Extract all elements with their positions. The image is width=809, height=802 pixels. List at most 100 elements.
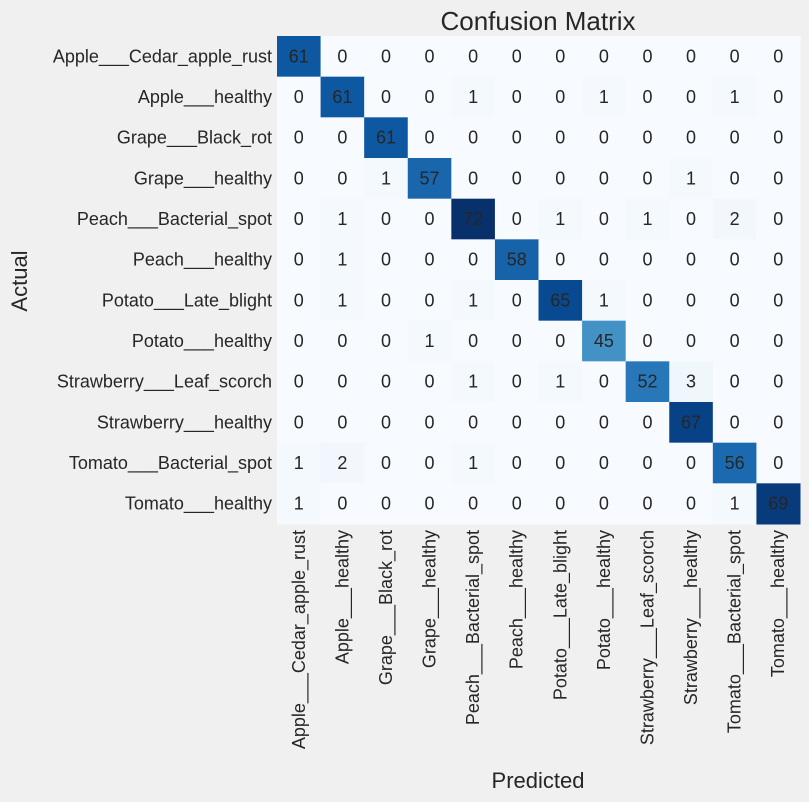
- y-tick-label: Apple___Cedar_apple_rust: [53, 46, 272, 67]
- heatmap-cell: [451, 280, 496, 322]
- heatmap-cell: [582, 320, 627, 362]
- heatmap-cell: [712, 402, 757, 444]
- heatmap-cell: [538, 198, 583, 240]
- x-tick-label: Peach___Bacterial_spot: [463, 530, 484, 725]
- heatmap-cell-value: 1: [555, 372, 565, 392]
- heatmap-cell-value: 0: [555, 46, 565, 66]
- heatmap-cell: [712, 442, 757, 484]
- heatmap-cell-value: 0: [337, 46, 347, 66]
- y-tick-label: Tomato___healthy: [125, 494, 272, 515]
- heatmap-cell-value: 0: [686, 209, 696, 229]
- heatmap-cell: [451, 442, 496, 484]
- heatmap-cell: [451, 36, 496, 78]
- heatmap-cell-value: 0: [381, 290, 391, 310]
- y-tick-label: Grape___healthy: [134, 168, 272, 189]
- heatmap-cell: [756, 483, 801, 525]
- heatmap-cell-value: 0: [642, 331, 652, 351]
- heatmap-cell-value: 0: [294, 412, 304, 432]
- heatmap-cell: [407, 442, 452, 484]
- heatmap-cell-value: 1: [599, 290, 609, 310]
- heatmap-cell: [494, 239, 539, 281]
- heatmap-cell-value: 61: [332, 87, 352, 107]
- heatmap-cell-value: 0: [294, 168, 304, 188]
- heatmap-cell-value: 57: [420, 168, 440, 188]
- heatmap-cell: [364, 76, 409, 118]
- heatmap-cell-value: 0: [686, 250, 696, 270]
- heatmap-cell-value: 0: [468, 331, 478, 351]
- x-tick-label: Apple___healthy: [332, 530, 353, 664]
- heatmap-cell: [277, 239, 322, 281]
- heatmap-cell: [320, 76, 365, 118]
- heatmap-cell: [756, 198, 801, 240]
- heatmap-cell: [582, 36, 627, 78]
- heatmap-cell: [538, 361, 583, 403]
- heatmap-cell-value: 0: [773, 290, 783, 310]
- heatmap-cell-value: 1: [294, 494, 304, 514]
- y-tick-label: Potato___healthy: [132, 331, 272, 352]
- heatmap-cell-value: 0: [512, 87, 522, 107]
- heatmap-cell-value: 0: [381, 250, 391, 270]
- heatmap-cell: [582, 198, 627, 240]
- heatmap-cell: [364, 361, 409, 403]
- heatmap-cell: [277, 76, 322, 118]
- heatmap-cell-value: 1: [599, 87, 609, 107]
- heatmap-cell: [669, 158, 714, 200]
- y-tick-label: Strawberry___healthy: [97, 412, 272, 433]
- heatmap-cell: [712, 239, 757, 281]
- heatmap-cell-value: 1: [468, 290, 478, 310]
- heatmap-cell-value: 0: [773, 46, 783, 66]
- heatmap-cell-value: 0: [642, 453, 652, 473]
- heatmap-cell: [756, 442, 801, 484]
- heatmap-cell-value: 72: [463, 209, 483, 229]
- y-tick-label: Apple___healthy: [138, 87, 272, 108]
- heatmap-cell-value: 0: [686, 87, 696, 107]
- y-tick-label: Strawberry___Leaf_scorch: [57, 372, 272, 393]
- heatmap-cell: [712, 361, 757, 403]
- x-tick-label: Tomato___Bacterial_spot: [725, 530, 746, 733]
- heatmap-cell-value: 0: [730, 372, 740, 392]
- heatmap-cell: [451, 198, 496, 240]
- heatmap-cell: [669, 483, 714, 525]
- heatmap-cell-value: 0: [294, 209, 304, 229]
- heatmap-cell-value: 1: [686, 168, 696, 188]
- heatmap-cell: [625, 36, 670, 78]
- chart-title: Confusion Matrix: [440, 6, 635, 36]
- heatmap-cell-value: 0: [425, 453, 435, 473]
- heatmap-cell: [538, 158, 583, 200]
- heatmap-cell: [669, 239, 714, 281]
- heatmap-cell-value: 0: [599, 372, 609, 392]
- x-tick-label: Strawberry___Leaf_scorch: [637, 530, 658, 745]
- heatmap-cell-value: 0: [468, 494, 478, 514]
- heatmap-cell-value: 0: [730, 250, 740, 270]
- heatmap-cell: [320, 320, 365, 362]
- heatmap-cell: [712, 117, 757, 159]
- heatmap-cell-value: 1: [294, 453, 304, 473]
- heatmap-cell: [451, 117, 496, 159]
- heatmap-cell-value: 1: [337, 250, 347, 270]
- heatmap-cell: [364, 239, 409, 281]
- heatmap-cell: [320, 402, 365, 444]
- y-tick-label: Peach___healthy: [133, 250, 272, 271]
- heatmap-cell: [756, 36, 801, 78]
- heatmap-cell: [364, 36, 409, 78]
- heatmap-cell-value: 0: [468, 168, 478, 188]
- heatmap-cell-value: 0: [730, 331, 740, 351]
- heatmap-cell: [364, 402, 409, 444]
- heatmap-cell-value: 0: [686, 331, 696, 351]
- heatmap-cell: [364, 280, 409, 322]
- heatmap-cell-value: 1: [730, 494, 740, 514]
- heatmap-cell: [320, 117, 365, 159]
- heatmap-cell: [407, 36, 452, 78]
- heatmap-cell: [277, 442, 322, 484]
- heatmap-cell-value: 2: [337, 453, 347, 473]
- heatmap-cell: [712, 158, 757, 200]
- heatmap-cell: [407, 361, 452, 403]
- x-tick-labels: Apple___Cedar_apple_rust Apple___healthy G…: [289, 530, 789, 749]
- heatmap-cell: [538, 280, 583, 322]
- heatmap-cell-value: 0: [294, 372, 304, 392]
- heatmap-cell-value: 0: [599, 453, 609, 473]
- heatmap-cell: [407, 117, 452, 159]
- heatmap-cell: [494, 483, 539, 525]
- y-tick-label: Grape___Black_rot: [117, 128, 272, 149]
